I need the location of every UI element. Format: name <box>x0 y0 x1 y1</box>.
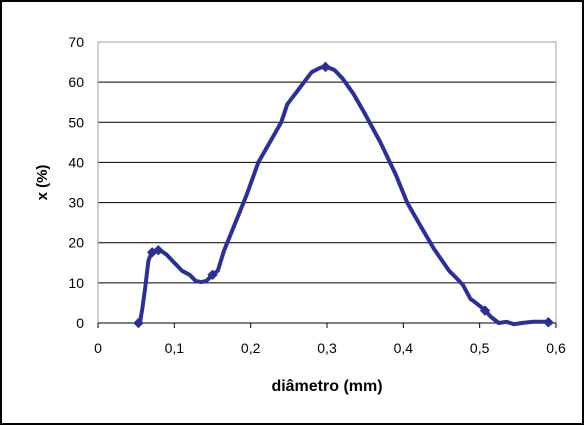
y-tick-label: 70 <box>68 34 84 50</box>
x-tick-label: 0,6 <box>546 340 566 356</box>
x-axis-label: diâmetro (mm) <box>271 378 382 395</box>
x-tick-label: 0,1 <box>165 340 185 356</box>
y-tick-label: 30 <box>68 195 84 211</box>
y-tick-label: 50 <box>68 114 84 130</box>
y-tick-label: 60 <box>68 74 84 90</box>
y-axis-label: x (%) <box>34 165 51 201</box>
x-tick-label: 0,2 <box>241 340 261 356</box>
y-tick-label: 0 <box>76 315 84 331</box>
y-tick-label: 40 <box>68 154 84 170</box>
x-tick-label: 0 <box>94 340 102 356</box>
x-tick-label: 0,5 <box>470 340 490 356</box>
y-tick-label: 10 <box>68 275 84 291</box>
x-tick-label: 0,4 <box>394 340 414 356</box>
x-tick-label: 0,3 <box>317 340 337 356</box>
y-tick-label: 20 <box>68 235 84 251</box>
